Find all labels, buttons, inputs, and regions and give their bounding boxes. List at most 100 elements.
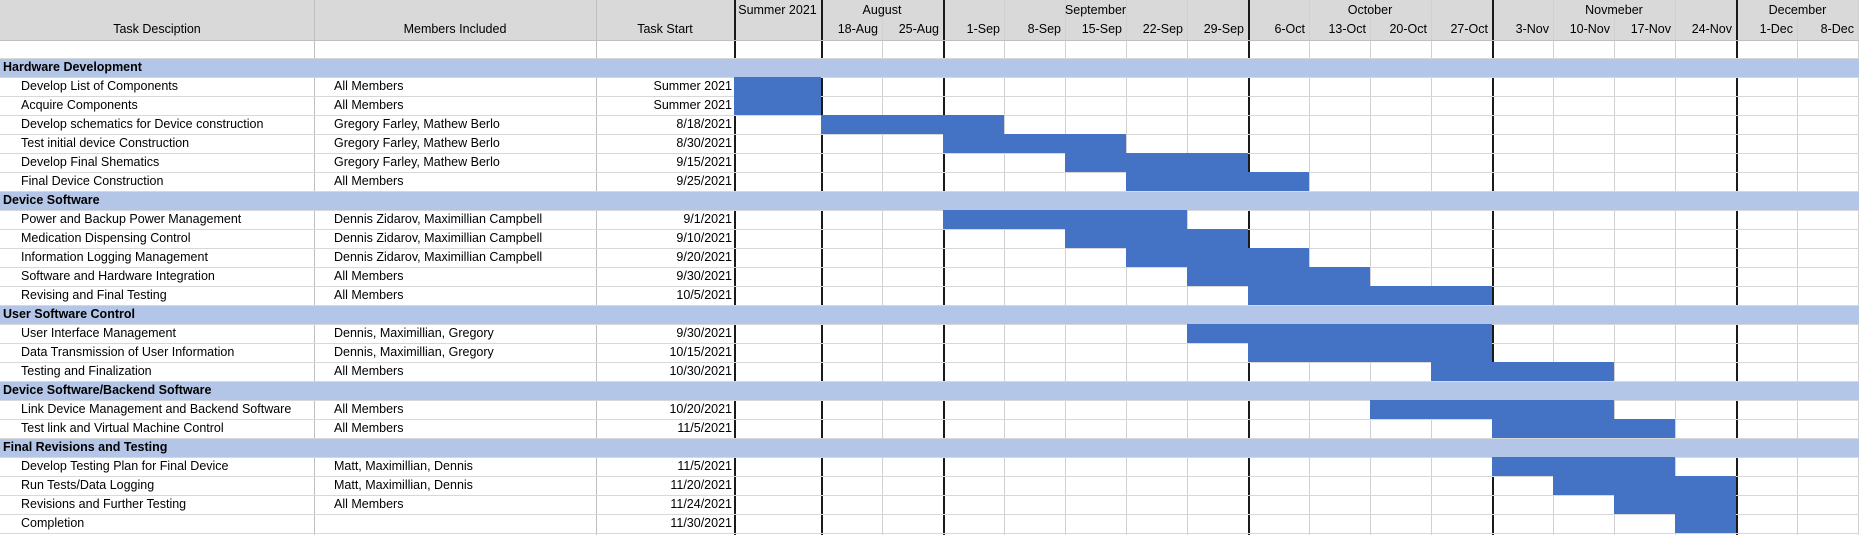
task-members: Matt, Maximillian, Dennis: [334, 459, 473, 473]
gantt-bar: [1492, 419, 1675, 438]
gantt-bar: [1065, 153, 1248, 172]
row-gridline: [0, 286, 1859, 287]
task-members: Dennis Zidarov, Maximillian Campbell: [334, 231, 543, 245]
week-label: 25-Aug: [898, 22, 939, 36]
task-start: 9/1/2021: [683, 212, 732, 226]
header-task-start[interactable]: Task Start: [637, 22, 693, 36]
week-label: 13-Oct: [1328, 22, 1366, 36]
task-members: All Members: [334, 364, 404, 378]
gantt-bar: [1431, 362, 1614, 381]
gantt-bar: [1126, 172, 1309, 191]
month-label: September: [1064, 3, 1127, 17]
gantt-bar: [1187, 267, 1370, 286]
task-start: 10/30/2021: [669, 364, 732, 378]
task-start: 11/30/2021: [670, 516, 732, 530]
task-start: 9/30/2021: [676, 326, 732, 340]
week-label: 1-Sep: [966, 22, 1000, 36]
row-gridline: [0, 77, 1859, 78]
row-gridline: [0, 96, 1859, 97]
task-start: 10/5/2021: [676, 288, 732, 302]
task-start: 9/30/2021: [676, 269, 732, 283]
row-gridline: [0, 229, 1859, 230]
category-label: Hardware Development: [3, 60, 142, 74]
category-label: User Software Control: [3, 307, 135, 321]
week-label: 15-Sep: [1081, 22, 1122, 36]
task-members: All Members: [334, 174, 404, 188]
task-description: Run Tests/Data Logging: [21, 478, 155, 492]
gantt-bar: [734, 96, 821, 115]
task-start: Summer 2021: [653, 98, 732, 112]
task-members: Gregory Farley, Mathew Berlo: [334, 155, 500, 169]
category-band: [0, 58, 1859, 77]
header-row: [0, 0, 1859, 40]
task-start: 8/18/2021: [676, 117, 732, 131]
row-gridline: [0, 514, 1859, 515]
task-description: Testing and Finalization: [21, 364, 152, 378]
week-label: 8-Sep: [1027, 22, 1061, 36]
row-gridline: [0, 153, 1859, 154]
row-gridline: [0, 381, 1859, 382]
gantt-bar: [1187, 324, 1492, 343]
task-members: All Members: [334, 421, 404, 435]
week-label: 1-Dec: [1759, 22, 1793, 36]
task-members: Matt, Maximillian, Dennis: [334, 478, 473, 492]
task-description: Develop List of Components: [21, 79, 179, 93]
task-description: Software and Hardware Integration: [21, 269, 215, 283]
category-band: [0, 191, 1859, 210]
task-description: Data Transmission of User Information: [21, 345, 235, 359]
row-gridline: [0, 58, 1859, 59]
gantt-bar: [1126, 248, 1309, 267]
task-description: Final Device Construction: [21, 174, 164, 188]
row-gridline: [0, 533, 1859, 534]
header-members-included[interactable]: Members Included: [403, 22, 507, 36]
row-gridline: [0, 210, 1859, 211]
category-label: Device Software: [3, 193, 100, 207]
week-label: 17-Nov: [1630, 22, 1671, 36]
row-gridline: [0, 438, 1859, 439]
gantt-bar: [1248, 343, 1492, 362]
category-band: [0, 381, 1859, 400]
task-description: Test initial device Construction: [21, 136, 190, 150]
task-start: 11/24/2021: [670, 497, 732, 511]
week-label: 8-Dec: [1820, 22, 1854, 36]
task-description: Acquire Components: [21, 98, 138, 112]
task-description: Medication Dispensing Control: [21, 231, 191, 245]
month-label: Summer 2021: [738, 3, 817, 17]
category-label: Final Revisions and Testing: [3, 440, 168, 454]
row-gridline: [0, 267, 1859, 268]
task-start: 11/20/2021: [670, 478, 732, 492]
row-gridline: [0, 248, 1859, 249]
task-description: Revisions and Further Testing: [21, 497, 187, 511]
week-label: 29-Sep: [1203, 22, 1244, 36]
task-members: Gregory Farley, Mathew Berlo: [334, 136, 500, 150]
gantt-bar: [734, 77, 821, 96]
header-task-description[interactable]: Task Desciption: [113, 22, 201, 36]
row-gridline: [0, 457, 1859, 458]
category-label: Device Software/Backend Software: [3, 383, 212, 397]
gantt-bar: [1492, 457, 1675, 476]
task-description: User Interface Management: [21, 326, 176, 340]
task-members: Dennis Zidarov, Maximillian Campbell: [334, 250, 543, 264]
task-start: 10/15/2021: [669, 345, 732, 359]
task-start: 9/15/2021: [676, 155, 732, 169]
gantt-bar: [821, 115, 1004, 134]
week-label: 3-Nov: [1515, 22, 1549, 36]
gantt-bar: [1370, 400, 1614, 419]
task-start: 10/20/2021: [669, 402, 732, 416]
header-gridline: [0, 40, 1859, 41]
month-label: August: [862, 3, 902, 17]
category-band: [0, 305, 1859, 324]
row-gridline: [0, 134, 1859, 135]
task-description: Link Device Management and Backend Softw…: [21, 402, 292, 416]
week-label: 18-Aug: [837, 22, 878, 36]
month-label: Novmeber: [1585, 3, 1643, 17]
task-description: Completion: [21, 516, 85, 530]
gantt-bar: [1553, 476, 1736, 495]
task-description: Develop schematics for Device constructi…: [21, 117, 264, 131]
task-members: Dennis, Maximillian, Gregory: [334, 345, 494, 359]
row-gridline: [0, 172, 1859, 173]
task-description: Information Logging Management: [21, 250, 208, 264]
week-label: 24-Nov: [1691, 22, 1732, 36]
row-gridline: [0, 343, 1859, 344]
